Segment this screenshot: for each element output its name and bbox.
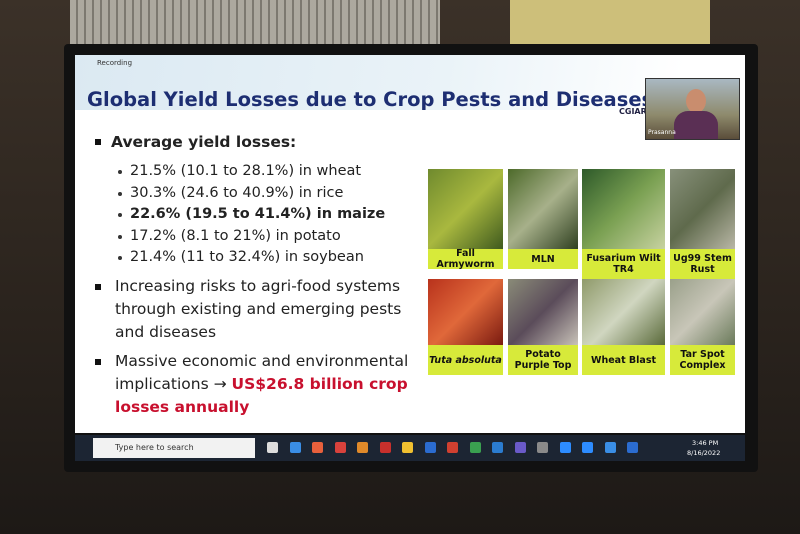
sub-bullet bbox=[118, 234, 122, 239]
photo-caption: Ug99 Stem Rust bbox=[670, 249, 735, 279]
presenter-head bbox=[686, 89, 706, 113]
taskbar-icon[interactable] bbox=[582, 442, 593, 453]
search-box[interactable]: Type here to search bbox=[93, 438, 255, 458]
webcam-thumbnail: Prasanna bbox=[645, 78, 740, 140]
taskbar-icon[interactable] bbox=[334, 442, 346, 453]
yield-loss: 21.5% (10.1 to 28.1%) in wheat bbox=[130, 163, 362, 179]
clock-time: 3:46 PM bbox=[692, 439, 719, 447]
taskbar-icon[interactable] bbox=[514, 442, 526, 453]
taskbar: Type here to search 3:46 PM 8/16/2022 bbox=[75, 435, 745, 461]
taskbar-icon[interactable] bbox=[357, 442, 368, 453]
sub-bullet bbox=[118, 170, 122, 174]
taskbar-icon[interactable] bbox=[559, 442, 571, 453]
impact-point: Massive economic and environmental impli… bbox=[115, 350, 435, 419]
bullet bbox=[95, 359, 101, 365]
crop-photo bbox=[508, 279, 578, 345]
taskbar-icon[interactable] bbox=[402, 442, 413, 453]
logo: CGIAR bbox=[619, 107, 647, 116]
sub-bullet bbox=[118, 256, 122, 260]
taskbar-icon[interactable] bbox=[424, 442, 436, 453]
bullet bbox=[95, 139, 101, 145]
taskbar-icon[interactable] bbox=[267, 442, 278, 453]
bullet-heading: Average yield losses: bbox=[111, 133, 297, 151]
crop-photo bbox=[582, 279, 665, 345]
risk-point: Increasing risks to agri-food systems th… bbox=[115, 277, 402, 341]
slide: Recording Global Yield Losses due to Cro… bbox=[75, 55, 745, 433]
recording-indicator: Recording bbox=[97, 59, 133, 67]
slide-title: Global Yield Losses due to Crop Pests an… bbox=[87, 88, 654, 111]
taskbar-icon[interactable] bbox=[469, 442, 481, 453]
taskbar-icon[interactable] bbox=[447, 442, 458, 453]
yield-loss: 22.6% (19.5 to 41.4%) in maize bbox=[130, 206, 386, 222]
taskbar-icon[interactable] bbox=[537, 442, 548, 453]
crop-photo bbox=[670, 279, 735, 345]
clock-date: 8/16/2022 bbox=[687, 449, 721, 457]
sub-bullet bbox=[118, 191, 122, 196]
taskbar-icon[interactable] bbox=[627, 442, 638, 453]
taskbar-icon[interactable] bbox=[604, 442, 616, 453]
photo-caption: Wheat Blast bbox=[582, 345, 665, 375]
taskbar-icon[interactable] bbox=[492, 442, 503, 453]
yield-loss: 30.3% (24.6 to 40.9%) in rice bbox=[130, 184, 344, 201]
presenter-body bbox=[674, 111, 718, 139]
window bbox=[70, 0, 440, 50]
photo-caption: Tuta absoluta bbox=[428, 345, 503, 375]
header-band bbox=[75, 55, 745, 110]
crop-photo bbox=[428, 169, 503, 249]
crop-photo bbox=[670, 169, 735, 249]
yield-loss: 21.4% (11 to 32.4%) in soybean bbox=[130, 249, 364, 265]
photo-caption: Fall Armyworm bbox=[428, 248, 503, 270]
impact-highlight: US$26.8 billion crop losses annually bbox=[115, 375, 408, 416]
photo-caption: MLN bbox=[508, 249, 578, 269]
bullet bbox=[95, 284, 101, 290]
photo-caption: Fusarium Wilt TR4 bbox=[582, 249, 665, 279]
photo-caption: Tar Spot Complex bbox=[670, 345, 735, 375]
crop-photo bbox=[508, 169, 578, 249]
photo-caption: Potato Purple Top bbox=[508, 345, 578, 375]
crop-photo bbox=[428, 279, 503, 345]
yield-loss: 17.2% (8.1 to 21%) in potato bbox=[130, 227, 341, 244]
sub-bullet bbox=[118, 213, 122, 217]
taskbar-icon[interactable] bbox=[312, 442, 323, 453]
crop-photo bbox=[582, 169, 665, 249]
impact-text: Massive economic and environmental impli… bbox=[115, 352, 409, 393]
taskbar-icon[interactable] bbox=[379, 442, 391, 453]
taskbar-icon[interactable] bbox=[289, 442, 301, 453]
presenter-name: Prasanna bbox=[648, 129, 676, 136]
